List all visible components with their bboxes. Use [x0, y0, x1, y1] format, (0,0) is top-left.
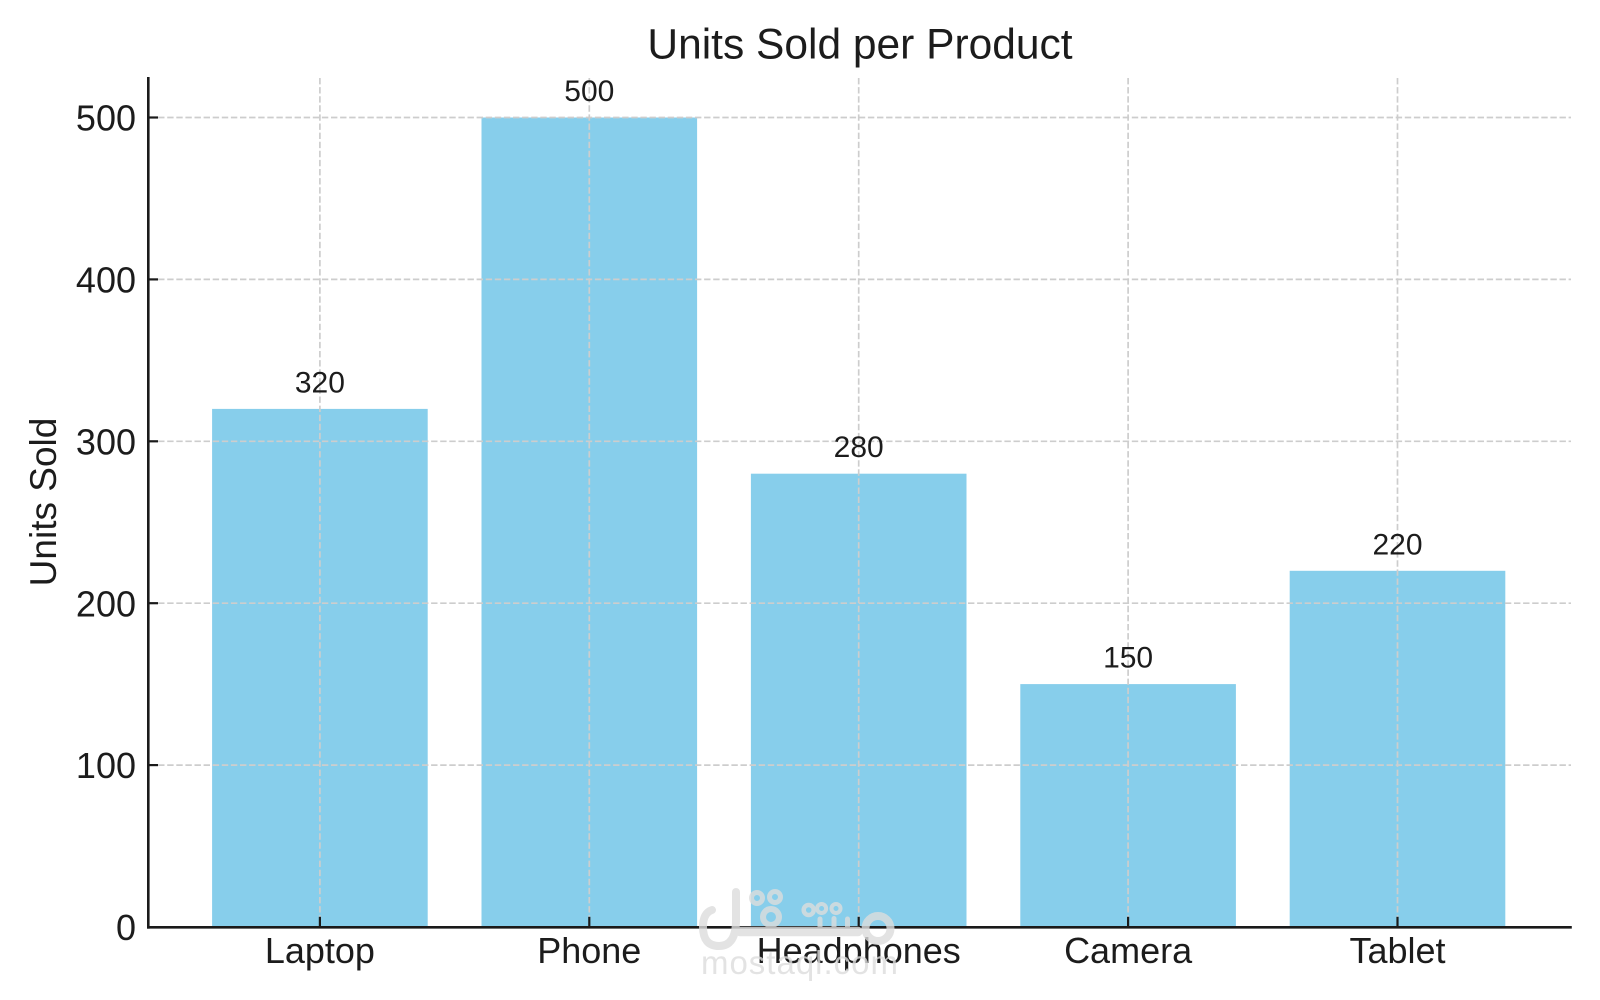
svg-text:Phone: Phone — [537, 930, 641, 971]
svg-text:320: 320 — [295, 366, 345, 399]
svg-text:300: 300 — [76, 421, 136, 462]
svg-text:500: 500 — [564, 75, 614, 108]
svg-text:Laptop: Laptop — [265, 930, 375, 971]
svg-text:Tablet: Tablet — [1349, 930, 1445, 971]
svg-text:150: 150 — [1103, 642, 1153, 675]
svg-text:Camera: Camera — [1064, 930, 1193, 971]
svg-text:mostaql.com: mostaql.com — [701, 944, 899, 981]
svg-text:Units Sold: Units Sold — [23, 418, 64, 587]
svg-text:400: 400 — [76, 260, 136, 301]
svg-text:280: 280 — [834, 431, 884, 464]
svg-text:500: 500 — [76, 98, 136, 139]
svg-text:220: 220 — [1372, 528, 1422, 561]
svg-text:0: 0 — [116, 907, 136, 948]
svg-text:100: 100 — [76, 745, 136, 786]
svg-text:Headphones: Headphones — [757, 930, 961, 971]
svg-text:Units Sold per Product: Units Sold per Product — [647, 22, 1072, 69]
svg-text:200: 200 — [76, 583, 136, 624]
